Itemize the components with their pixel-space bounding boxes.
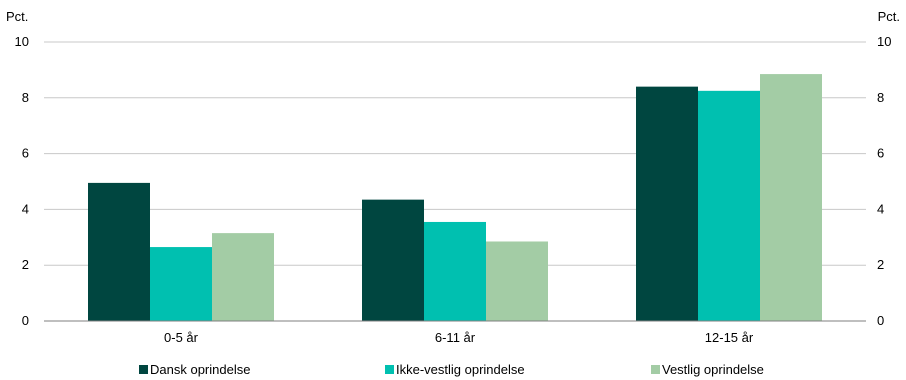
x-tick-label: 12-15 år xyxy=(705,330,754,345)
bar xyxy=(636,86,698,321)
bar xyxy=(212,233,274,321)
y-axis-left: 0 2 4 6 8 10 xyxy=(15,34,29,328)
legend-swatch xyxy=(651,365,660,374)
legend-label: Dansk oprindelse xyxy=(150,362,250,377)
legend-swatch xyxy=(139,365,148,374)
y-tick-label-right: 2 xyxy=(877,257,884,272)
y-tick-label-left: 0 xyxy=(22,313,29,328)
y-tick-label-right: 6 xyxy=(877,146,884,161)
bar xyxy=(150,247,212,321)
legend-swatch xyxy=(385,365,394,374)
y-tick-label-left: 4 xyxy=(22,201,29,216)
y-tick-label-right: 0 xyxy=(877,313,884,328)
bar xyxy=(424,221,486,321)
legend: Dansk oprindelse Ikke-vestlig oprindelse V… xyxy=(139,362,764,377)
y-tick-label-left: 10 xyxy=(15,34,29,49)
y-tick-label-right: 10 xyxy=(877,34,891,49)
y-tick-label-right: 8 xyxy=(877,90,884,105)
y-axis-right: 0 2 4 6 8 10 xyxy=(877,34,891,328)
y-tick-label-right: 4 xyxy=(877,201,884,216)
legend-label: Vestlig oprindelse xyxy=(662,362,764,377)
x-tick-label: 0-5 år xyxy=(164,330,199,345)
bars xyxy=(88,74,822,322)
y-axis-unit-left: Pct. xyxy=(6,9,28,24)
bar xyxy=(760,74,822,322)
y-tick-label-left: 2 xyxy=(22,257,29,272)
y-tick-label-left: 6 xyxy=(22,146,29,161)
x-axis: 0-5 år 6-11 år 12-15 år xyxy=(164,330,754,345)
y-tick-label-left: 8 xyxy=(22,90,29,105)
bar xyxy=(698,90,760,321)
y-axis-unit-right: Pct. xyxy=(878,9,900,24)
x-tick-label: 6-11 år xyxy=(435,330,476,345)
bar xyxy=(88,182,150,321)
legend-label: Ikke-vestlig oprindelse xyxy=(396,362,525,377)
bar xyxy=(486,241,548,321)
bar xyxy=(362,199,424,321)
